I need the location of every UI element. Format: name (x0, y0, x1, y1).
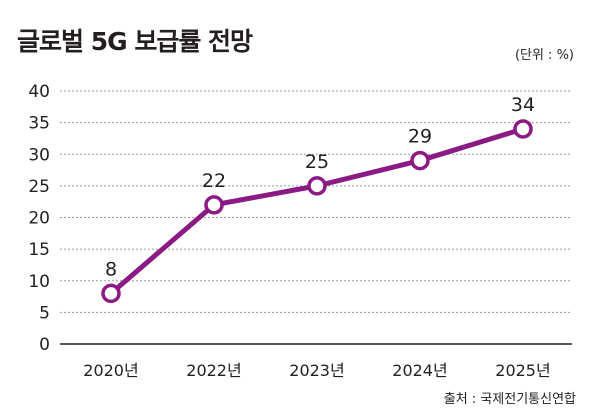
data-points (101, 119, 533, 304)
data-label: 25 (305, 151, 329, 173)
y-tick-label: 35 (28, 114, 50, 134)
y-tick-label: 0 (39, 335, 50, 355)
y-tick-label: 10 (28, 272, 50, 292)
data-point (410, 150, 430, 171)
data-point (101, 283, 121, 304)
x-tick-label: 2020년 (83, 361, 138, 380)
data-label: 34 (511, 94, 535, 116)
data-labels: 8 22 25 29 34 (105, 94, 535, 280)
data-label: 22 (202, 170, 226, 192)
x-axis-ticks: 2020년 2022년 2023년 2024년 2025년 (83, 361, 550, 380)
data-label: 8 (105, 258, 117, 280)
data-point (307, 176, 327, 196)
y-tick-label: 20 (28, 209, 50, 229)
x-tick-label: 2024년 (392, 361, 447, 380)
x-tick-label: 2022년 (186, 361, 241, 380)
y-tick-label: 25 (28, 177, 50, 197)
data-point (513, 119, 533, 139)
grid-lines (60, 90, 572, 345)
y-tick-label: 5 (39, 303, 50, 323)
unit-label: (단위 : %) (514, 48, 574, 63)
data-label: 29 (408, 126, 432, 148)
x-tick-label: 2023년 (289, 361, 344, 380)
chart-title: 글로벌 5G 보급률 전망 (17, 27, 253, 56)
y-tick-label: 40 (28, 82, 50, 102)
x-tick-label: 2025년 (495, 361, 550, 380)
data-point (204, 195, 224, 215)
y-tick-label: 30 (28, 145, 50, 165)
y-axis-ticks: 0 5 10 15 20 25 30 35 40 (28, 82, 50, 355)
source-note: 출처 : 국제전기통신연합 (443, 392, 576, 407)
y-tick-label: 15 (28, 240, 50, 260)
